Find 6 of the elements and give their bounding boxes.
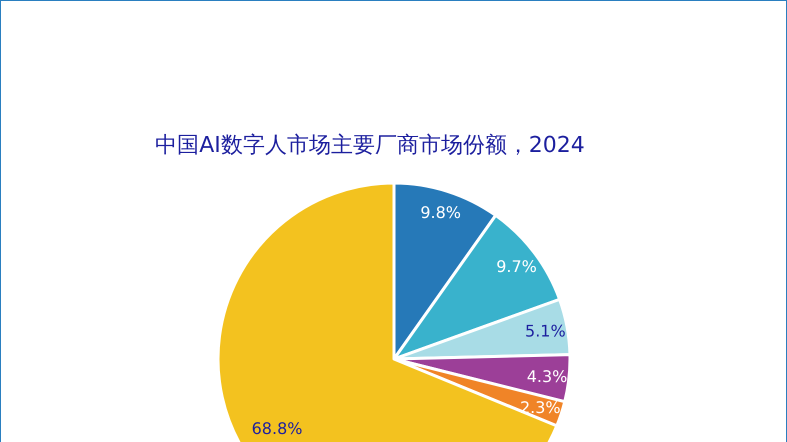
data-label: 9.8% — [420, 203, 461, 222]
chart-title: 中国AI数字人市场主要厂商市场份额，2024 — [155, 133, 585, 158]
data-label: 68.8% — [252, 419, 302, 438]
data-label: 9.7% — [496, 256, 537, 276]
data-label: 5.1% — [525, 322, 566, 341]
data-label: 4.3% — [526, 366, 568, 386]
